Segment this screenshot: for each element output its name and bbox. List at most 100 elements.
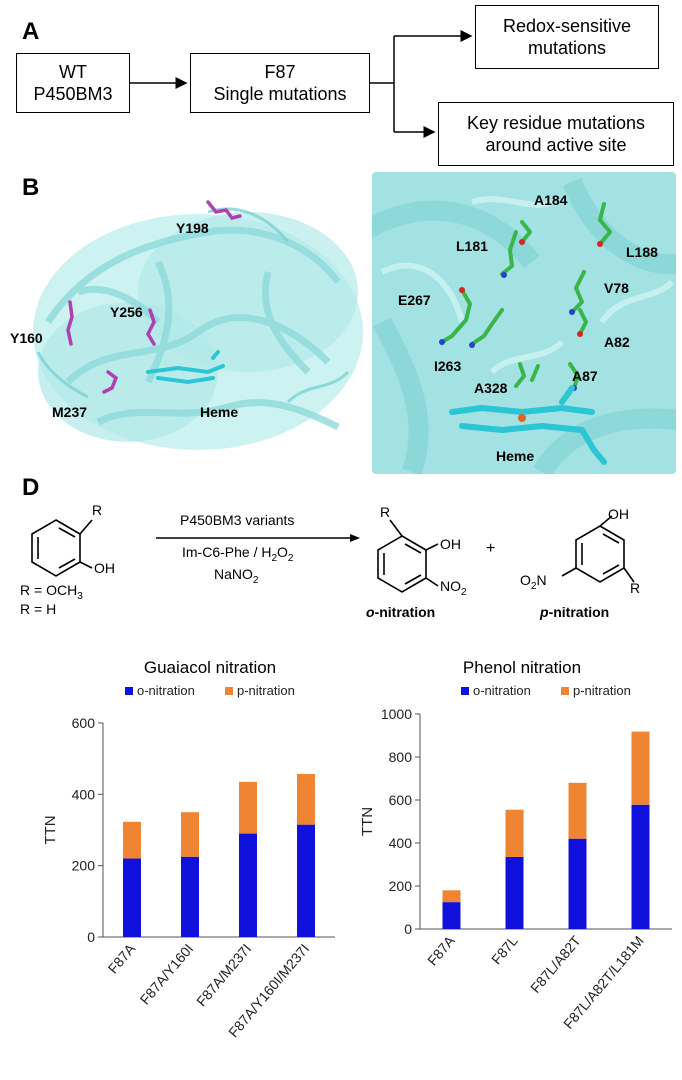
y-tick-label: 200: [72, 858, 96, 874]
residue-label-y198: Y198: [176, 220, 209, 236]
protein-structure-overview: Y198 Y160 Y256 M237 Heme: [8, 172, 366, 472]
legend-label-p: p-nitration: [237, 683, 295, 698]
protein-ribbon-c: [372, 177, 676, 474]
bar-o-nitration-0: [442, 902, 461, 929]
heme-label-c: Heme: [496, 448, 535, 464]
bar-o-nitration-2: [568, 838, 587, 929]
f87-line2: Single mutations: [213, 84, 347, 104]
y-tick-label: 400: [389, 835, 413, 851]
legend-swatch-p: [561, 687, 569, 695]
x-tick-label: F87A/Y160I: [137, 941, 197, 1008]
residue-label-l181: L181: [456, 238, 488, 254]
y-tick-label: 0: [87, 929, 95, 945]
reactant-ring: [31, 519, 93, 577]
ortho-product-ring: [377, 519, 439, 593]
phenol-nitration-chart: 0 200 400 600 800 1000 TTN o-nitration p-nitrati…: [359, 683, 672, 1032]
residue-label-y256: Y256: [110, 304, 143, 320]
redox-line1: Redox-sensitive: [502, 16, 632, 36]
reaction-scheme: [31, 515, 635, 593]
bar-p-nitration-0: [123, 821, 141, 859]
redox-line2: mutations: [527, 38, 607, 58]
key-line2: around active site: [485, 135, 627, 155]
panel-d-letter: D: [22, 474, 40, 501]
residue-label-l188: L188: [626, 244, 658, 260]
phenol-chart-title: Phenol nitration: [462, 658, 582, 677]
bar-p-nitration-3: [631, 731, 650, 805]
bar-o-nitration-1: [505, 856, 524, 929]
x-tick-label: F87L: [488, 932, 521, 967]
reactant-r: R: [92, 502, 103, 518]
bar-p-nitration-0: [442, 890, 461, 903]
x-tick-label: F87L/A82T: [527, 932, 584, 996]
bar-o-nitration-3: [297, 824, 315, 937]
y-tick-label: 1000: [381, 706, 412, 722]
key-line1: Key residue mutations: [466, 113, 646, 133]
residue-label-a87: A87: [572, 368, 598, 384]
residue-label-a184: A184: [534, 192, 568, 208]
y-tick-label: 200: [389, 878, 413, 894]
legend-swatch-p: [225, 687, 233, 695]
bar-o-nitration-2: [239, 833, 257, 937]
redox-box: Redox-sensitive mutations: [475, 5, 659, 69]
reactant-oh: OH: [94, 560, 115, 576]
y-axis-label: TTN: [42, 815, 59, 844]
wt-box: WT P450BM3: [16, 53, 130, 113]
bar-p-nitration-3: [297, 774, 315, 825]
condition-catalyst: P450BM3 variants: [180, 512, 295, 528]
condition-nitrite: NaNO2: [214, 566, 259, 586]
ortho-oh: OH: [440, 536, 461, 552]
x-tick-label: F87A: [424, 932, 458, 968]
residue-label-a82: A82: [604, 334, 630, 350]
legend-label-o: o-nitration: [137, 683, 195, 698]
r-ome-def: R = OCH3: [20, 582, 83, 602]
para-no2: O2N: [520, 572, 547, 592]
residue-label-a328: A328: [474, 380, 508, 396]
f87-line1: F87: [264, 62, 296, 82]
bar-o-nitration-3: [631, 804, 650, 929]
panel-a-letter: A: [22, 18, 40, 45]
residue-label-y160: Y160: [10, 330, 43, 346]
legend-swatch-o: [461, 687, 469, 695]
y-tick-label: 600: [72, 715, 96, 731]
protein-ribbon-b: [33, 200, 363, 450]
ortho-r: R: [380, 504, 391, 520]
active-site-closeup: A184 L181 L188 E267 V78 A82 I263 A328 A8…: [372, 172, 676, 474]
residue-label-i263: I263: [434, 358, 462, 374]
legend-label-p: p-nitration: [573, 683, 631, 698]
panel-b-letter: B: [22, 174, 40, 201]
residue-label-e267: E267: [398, 292, 431, 308]
bar-p-nitration-1: [181, 812, 199, 857]
y-axis-label: TTN: [359, 807, 376, 836]
bar-o-nitration-1: [181, 856, 199, 937]
wt-line1: WT: [59, 62, 87, 82]
r-h-def: R = H: [20, 601, 57, 617]
y-tick-label: 800: [389, 749, 413, 765]
x-tick-label: F87A/M237I: [193, 941, 254, 1010]
para-product-label: p-nitration: [540, 604, 610, 620]
residue-label-v78: V78: [604, 280, 629, 296]
guaiacol-chart-title: Guaiacol nitration: [143, 658, 277, 677]
bar-o-nitration-0: [123, 858, 141, 937]
para-oh: OH: [608, 506, 629, 522]
y-tick-label: 0: [404, 921, 412, 937]
condition-cofactor: Im-C6-Phe / H2O2: [182, 544, 294, 564]
heme-label-b: Heme: [200, 404, 239, 420]
bar-p-nitration-2: [239, 781, 257, 834]
bar-p-nitration-1: [505, 809, 524, 857]
ortho-no2: NO2: [440, 578, 467, 598]
key-residue-box: Key residue mutations around active site: [438, 102, 674, 166]
wt-line2: P450BM3: [33, 84, 113, 104]
ortho-product-label: o-nitration: [366, 604, 436, 620]
x-tick-label: F87A: [105, 940, 139, 976]
residue-label-m237: M237: [52, 404, 88, 420]
legend-label-o: o-nitration: [473, 683, 531, 698]
flow-arrows: [130, 30, 473, 138]
para-product-ring: [561, 515, 635, 583]
y-tick-label: 400: [72, 786, 96, 802]
legend-swatch-o: [125, 687, 133, 695]
para-r: R: [630, 580, 641, 596]
bar-p-nitration-2: [568, 782, 587, 839]
plus-sign: +: [486, 540, 496, 557]
y-tick-label: 600: [389, 792, 413, 808]
